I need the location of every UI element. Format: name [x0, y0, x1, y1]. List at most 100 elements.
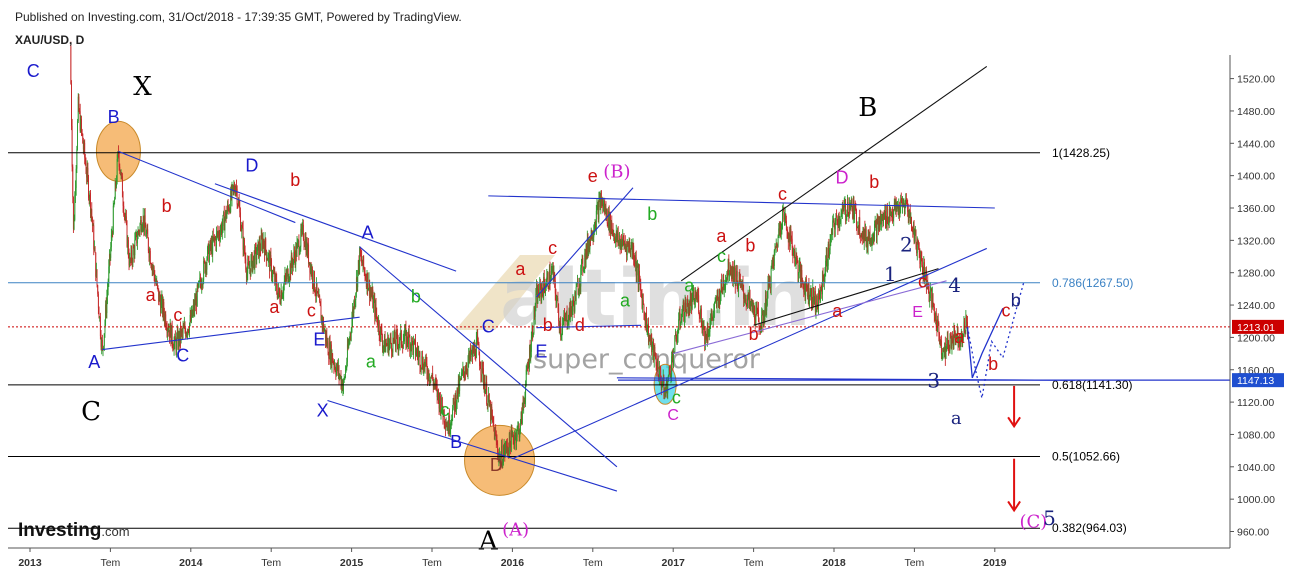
candle-body [678, 312, 680, 320]
candle-body [114, 199, 116, 205]
candle-body [348, 342, 350, 348]
candle-body [134, 239, 136, 256]
candle-body [894, 202, 896, 211]
candle-body [268, 254, 270, 256]
candle-body [396, 333, 398, 342]
x-tick-label: 2019 [983, 557, 1007, 569]
candle-body [963, 321, 965, 337]
candle-body [337, 366, 339, 373]
candle-body [876, 217, 878, 237]
candle-body [283, 284, 285, 294]
candle-body [819, 291, 821, 302]
candle-body [855, 207, 857, 211]
candle-body [922, 266, 924, 276]
trendline-9 [616, 377, 1076, 381]
candle-body [683, 301, 685, 321]
candle-body [808, 283, 810, 302]
candle-body [506, 445, 508, 452]
fib-level-label-4: 0.382(964.03) [1052, 521, 1127, 535]
candle-body [785, 213, 787, 221]
candle-body [364, 270, 366, 278]
candle-body [295, 246, 297, 265]
candle-body [899, 207, 901, 214]
wave-label-39: b [749, 324, 759, 344]
candle-body [655, 356, 656, 359]
candle-body [859, 236, 861, 238]
candle-body [747, 298, 748, 307]
candle-body [888, 223, 890, 225]
wave-label-57: 5 [1043, 506, 1056, 530]
candle-body [706, 329, 708, 342]
candle-body [608, 210, 610, 227]
candle-body [129, 258, 131, 261]
candle-body [552, 266, 554, 270]
candle-body [686, 299, 688, 314]
candle-body [341, 380, 343, 391]
candle-body [361, 256, 363, 263]
candle-body [712, 316, 713, 320]
candle-body [784, 217, 785, 220]
candle-body [334, 365, 336, 367]
candle-body [933, 306, 935, 316]
candle-body [85, 163, 87, 174]
candle-body [465, 368, 467, 374]
candle-body [770, 268, 772, 288]
candle-body [271, 260, 272, 278]
candle-body [207, 247, 208, 260]
candle-body [203, 261, 205, 262]
candle-body [933, 304, 935, 307]
candle-body [185, 330, 187, 337]
candle-body [261, 235, 263, 238]
candle-body [532, 328, 534, 337]
candle-body [427, 373, 429, 379]
candle-body [916, 240, 918, 254]
candle-body [903, 206, 905, 207]
candle-body [641, 294, 643, 309]
candle-body [355, 277, 357, 294]
candle-body [196, 285, 198, 307]
down-arrow-head-0 [1007, 416, 1021, 429]
candle-body [849, 203, 851, 209]
candle-body [873, 234, 875, 240]
candle-body [165, 326, 167, 329]
candle-body [209, 241, 211, 250]
candle-body [797, 260, 799, 276]
candle-body [817, 305, 819, 309]
candle-body [148, 250, 150, 258]
candle-body [431, 373, 433, 377]
candle-body [745, 298, 747, 302]
candle-body [359, 247, 361, 256]
candle-body [486, 382, 488, 405]
candle-body [527, 364, 529, 369]
candle-body [821, 290, 823, 295]
candle-body [605, 206, 607, 215]
candle-body [543, 276, 545, 297]
candle-body [788, 233, 790, 243]
candle-body [862, 229, 864, 239]
candle-body [304, 239, 306, 247]
candle-body [83, 142, 85, 150]
candle-body [138, 231, 140, 233]
candle-body [199, 277, 201, 284]
candle-body [542, 290, 544, 297]
candle-body [693, 291, 694, 293]
fibonacci-levels: 1(1428.25) 0.786(1267.50) 0.618(1141.30) 0.… [8, 146, 1230, 535]
candle-body [87, 167, 89, 178]
y-tick-label: 1040.00 [1237, 462, 1275, 474]
candle-body [303, 238, 305, 244]
candle-body [413, 339, 415, 341]
candle-body [958, 340, 960, 347]
candle-body [961, 331, 963, 343]
candle-body [776, 243, 778, 246]
candle-body [475, 339, 477, 358]
candle-body [411, 337, 413, 342]
candle-body [269, 255, 271, 272]
candle-body [773, 260, 775, 267]
candle-body [467, 361, 469, 372]
candle-body [253, 255, 255, 268]
candle-body [620, 241, 622, 250]
candle-body [299, 246, 301, 253]
candle-body [167, 329, 169, 333]
